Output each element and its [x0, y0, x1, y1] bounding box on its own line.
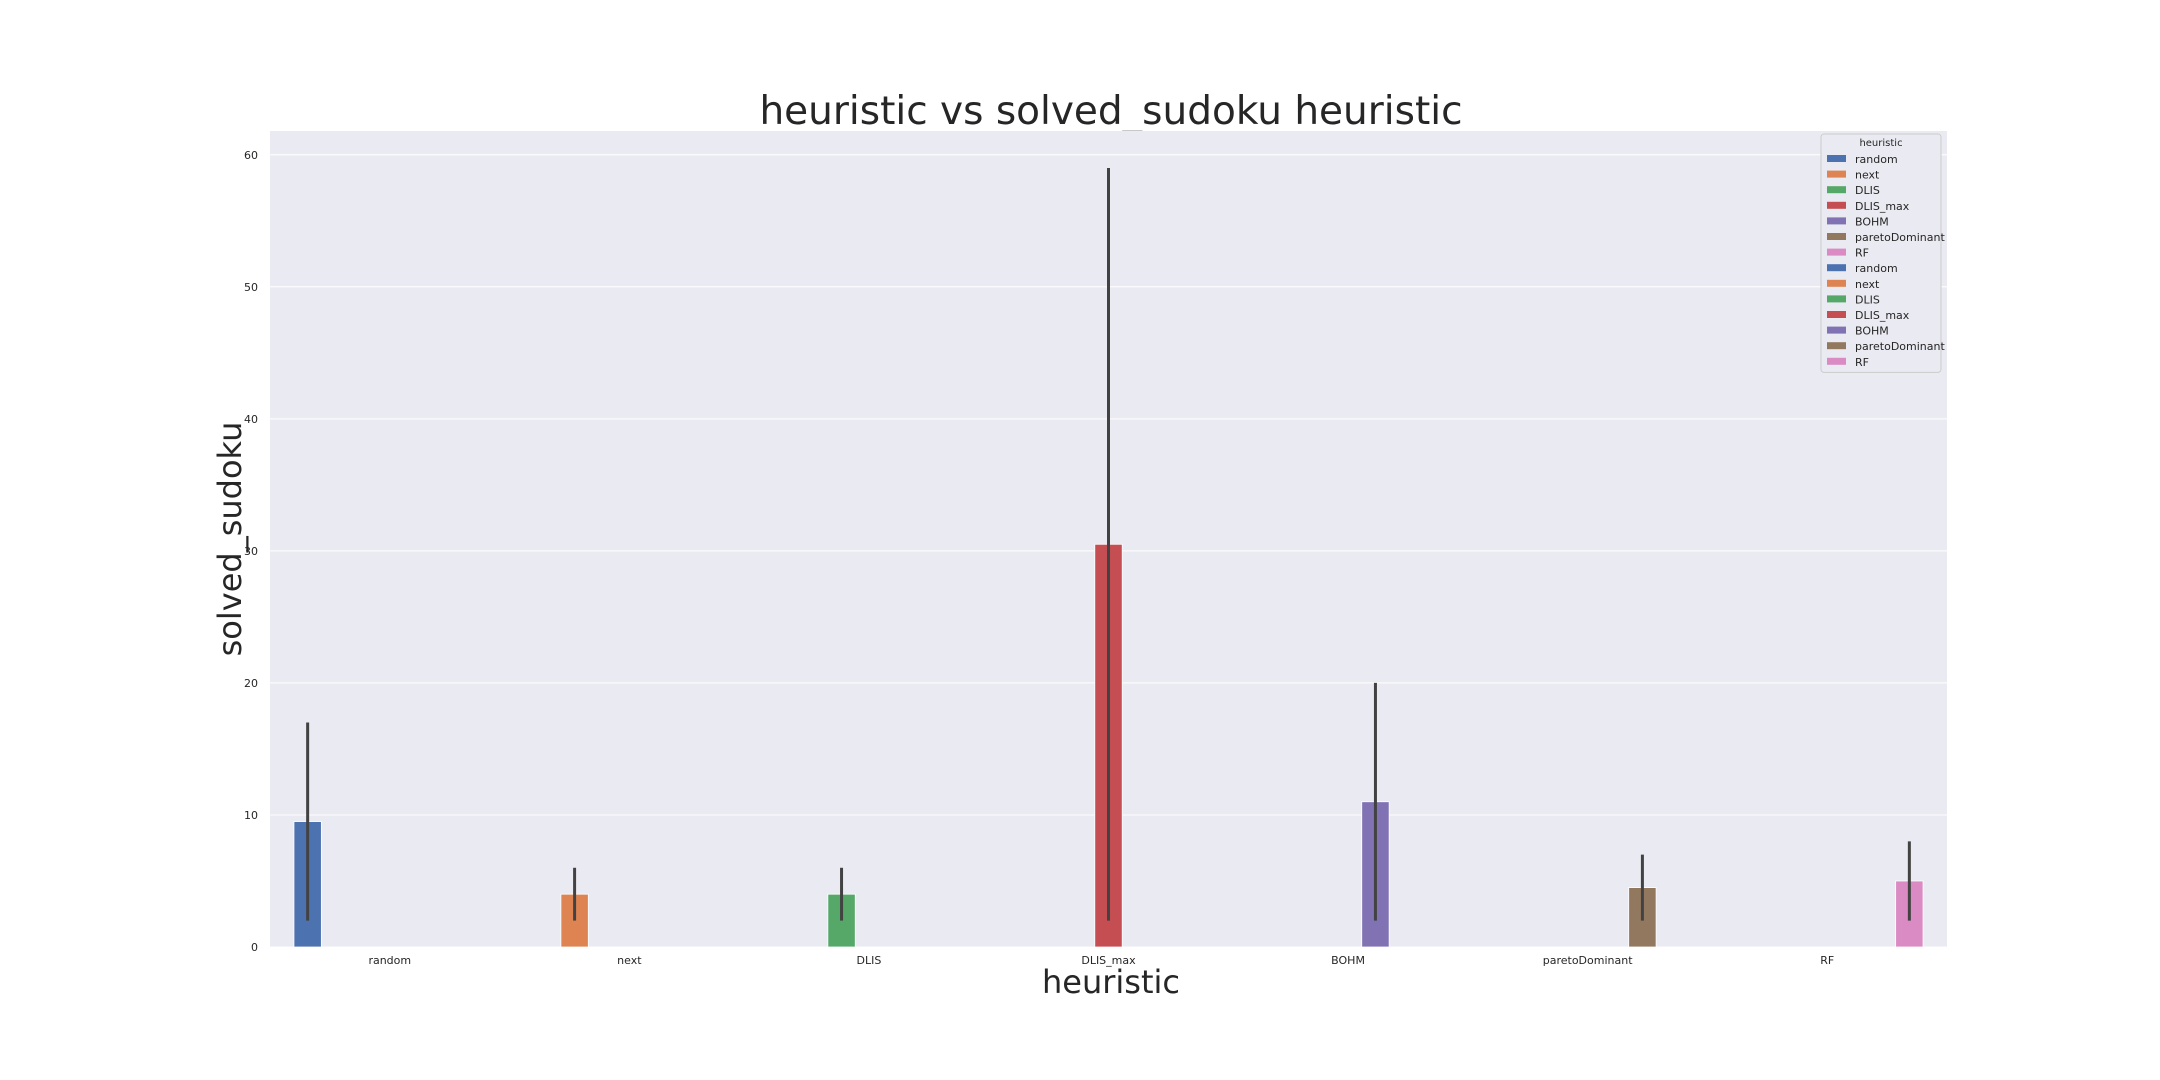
x-tick-label: DLIS — [857, 954, 882, 967]
legend-label: next — [1855, 169, 1880, 182]
x-axis-ticks: random next DLIS DLIS_max BOHM paretoDominant… — [368, 954, 1834, 967]
y-tick-label: 30 — [244, 545, 258, 558]
legend-swatch — [1827, 326, 1846, 334]
legend-title: heuristic — [1859, 138, 1902, 149]
y-axis-label: solved_sudoku — [211, 422, 249, 657]
legend-swatch — [1827, 155, 1846, 162]
legend-swatch — [1827, 311, 1846, 318]
y-tick-label: 50 — [244, 281, 258, 294]
legend-label: RF — [1855, 356, 1869, 369]
legend-swatch — [1827, 248, 1846, 256]
legend-label: RF — [1855, 247, 1869, 260]
x-tick-label: random — [368, 954, 411, 967]
legend-label: random — [1855, 153, 1898, 166]
legend-swatch — [1827, 233, 1846, 240]
legend-label: BOHM — [1855, 215, 1889, 228]
legend-label: paretoDominant — [1855, 231, 1945, 244]
legend-frame — [1820, 133, 1942, 373]
legend-swatch — [1827, 170, 1846, 178]
legend-label: BOHM — [1855, 325, 1889, 338]
x-tick-label: DLIS_max — [1081, 954, 1136, 967]
legend-swatch — [1827, 217, 1846, 225]
error-bars — [306, 167, 1911, 921]
legend-swatch — [1827, 295, 1846, 303]
legend-swatch — [1827, 342, 1846, 350]
legend-swatch — [1827, 264, 1846, 272]
x-tick-label: BOHM — [1331, 954, 1365, 967]
legend-label: paretoDominant — [1855, 340, 1945, 353]
legend-label: next — [1855, 278, 1880, 291]
legend-label: DLIS_max — [1855, 200, 1910, 213]
y-tick-label: 20 — [244, 677, 258, 690]
y-tick-label: 10 — [244, 809, 258, 822]
x-tick-label: paretoDominant — [1543, 954, 1633, 967]
legend-label: random — [1855, 262, 1898, 275]
legend-swatch — [1827, 201, 1846, 209]
legend-swatch — [1827, 186, 1846, 194]
x-tick-label: next — [617, 954, 642, 967]
x-tick-label: RF — [1820, 954, 1834, 967]
chart-title: heuristic vs solved_sudoku heuristic — [759, 89, 1462, 134]
legend-swatch — [1827, 357, 1846, 365]
y-tick-label: 0 — [251, 941, 258, 954]
x-axis-label: heuristic — [1042, 963, 1180, 1001]
legend-label: DLIS_max — [1855, 309, 1910, 322]
legend-label: DLIS — [1855, 184, 1880, 197]
legend-label: DLIS — [1855, 293, 1880, 306]
y-tick-label: 60 — [244, 149, 258, 162]
legend-swatch — [1827, 279, 1846, 287]
y-axis-ticks: 0 10 20 30 40 50 60 — [244, 149, 258, 954]
y-tick-label: 40 — [244, 413, 258, 426]
legend: heuristic random next DLIS DLIS_max BOHM paret… — [1820, 133, 1945, 373]
